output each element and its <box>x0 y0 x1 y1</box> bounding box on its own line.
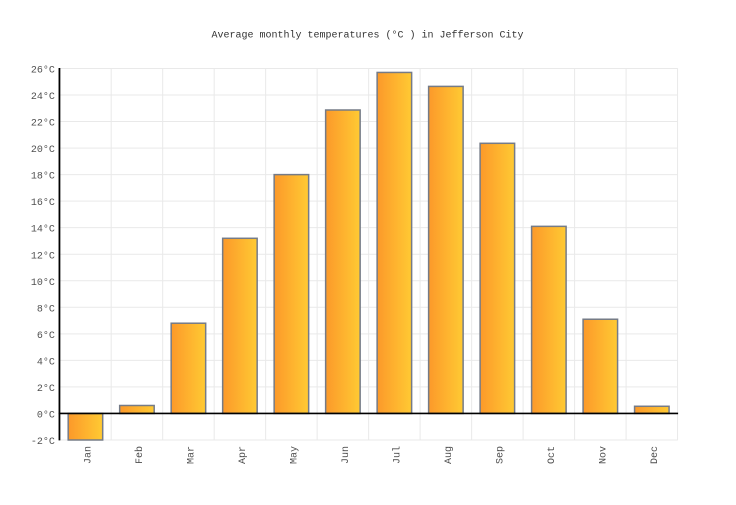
svg-text:12°C: 12°C <box>31 250 55 262</box>
svg-text:Oct: Oct <box>547 446 558 464</box>
svg-text:24°C: 24°C <box>31 91 55 103</box>
svg-text:4°C: 4°C <box>37 356 55 368</box>
svg-text:18°C: 18°C <box>31 171 55 183</box>
svg-text:Dec: Dec <box>650 446 661 464</box>
svg-text:20°C: 20°C <box>31 144 55 156</box>
svg-text:Aug: Aug <box>444 446 455 464</box>
svg-text:Jul: Jul <box>392 446 404 464</box>
svg-text:Nov: Nov <box>599 446 610 464</box>
svg-text:Apr: Apr <box>238 446 249 464</box>
svg-text:16°C: 16°C <box>31 197 55 209</box>
svg-text:0°C: 0°C <box>37 410 55 422</box>
svg-text:Feb: Feb <box>134 446 146 464</box>
svg-text:14°C: 14°C <box>31 224 55 236</box>
svg-text:10°C: 10°C <box>31 277 55 289</box>
svg-text:Average monthly temperatures (: Average monthly temperatures (°C ) in Je… <box>211 30 523 42</box>
svg-text:22°C: 22°C <box>31 118 55 130</box>
svg-text:26°C: 26°C <box>31 65 55 77</box>
svg-text:Jun: Jun <box>341 446 352 464</box>
svg-text:Jan: Jan <box>84 446 95 464</box>
svg-text:-2°C: -2°C <box>31 436 55 448</box>
svg-text:6°C: 6°C <box>37 330 55 342</box>
svg-text:Sep: Sep <box>496 446 507 464</box>
svg-text:8°C: 8°C <box>37 303 55 315</box>
svg-text:2°C: 2°C <box>37 383 55 395</box>
svg-text:Mar: Mar <box>187 446 198 464</box>
svg-text:May: May <box>290 446 301 464</box>
